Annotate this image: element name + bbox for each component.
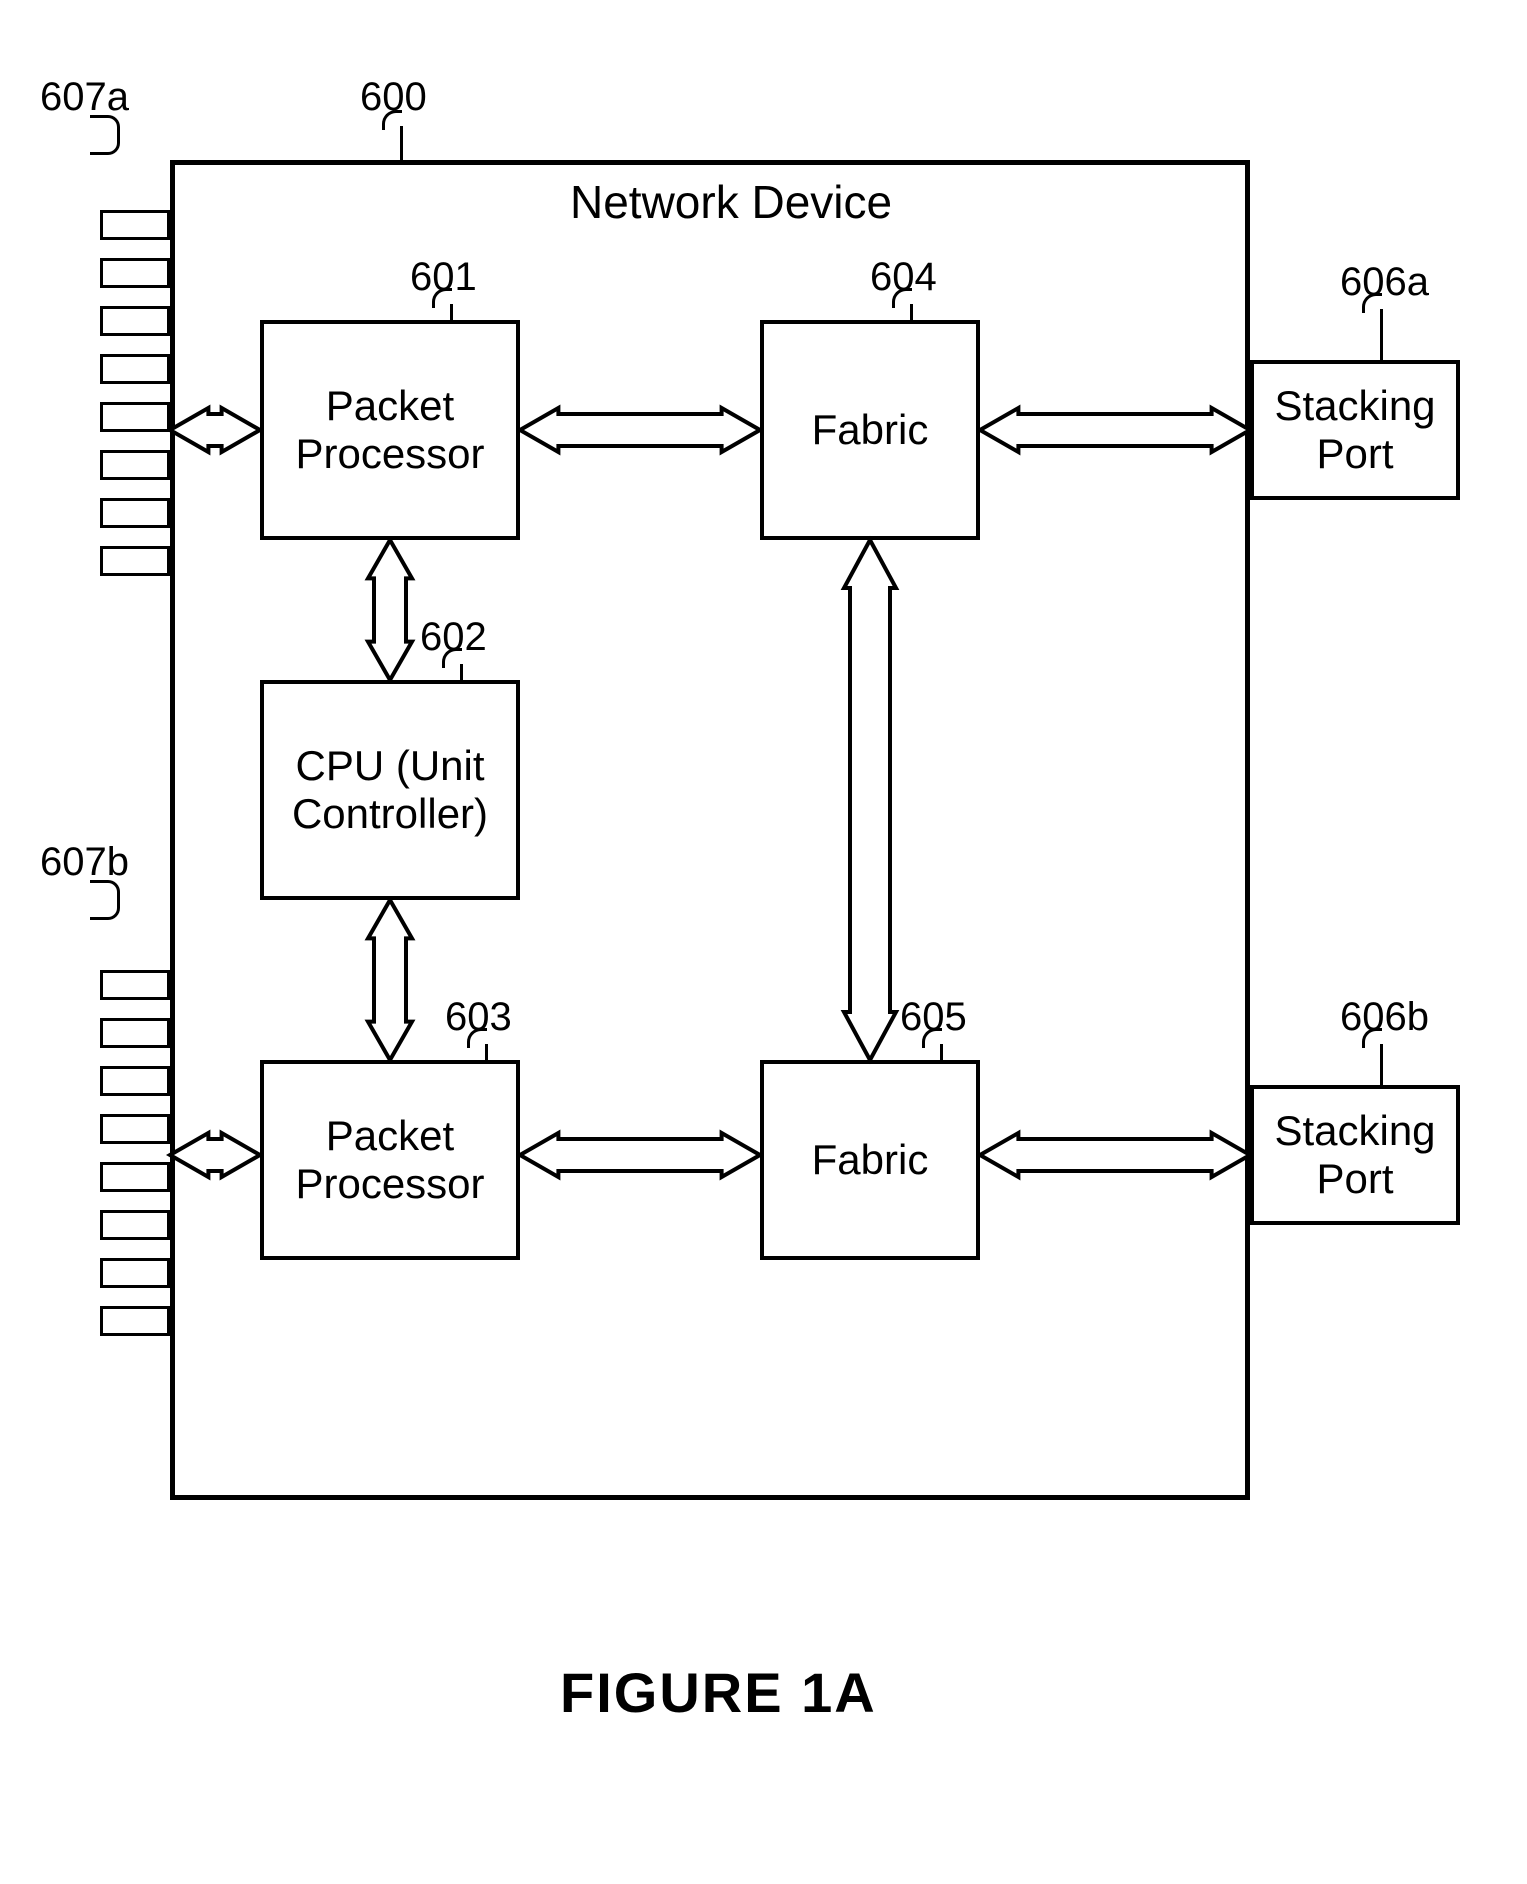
arrow-4 xyxy=(170,408,260,452)
arrow-5 xyxy=(170,1133,260,1177)
arrows-layer xyxy=(40,40,1487,1844)
arrow-2 xyxy=(520,1133,760,1177)
arrow-1 xyxy=(980,408,1250,452)
arrow-0 xyxy=(520,408,760,452)
arrow-6 xyxy=(368,540,412,680)
figure-caption: FIGURE 1A xyxy=(560,1660,877,1725)
arrow-3 xyxy=(980,1133,1250,1177)
arrow-7 xyxy=(368,900,412,1060)
arrow-8 xyxy=(844,540,896,1060)
diagram-canvas: Network DevicePacketProcessorCPU (UnitCo… xyxy=(40,40,1487,1844)
